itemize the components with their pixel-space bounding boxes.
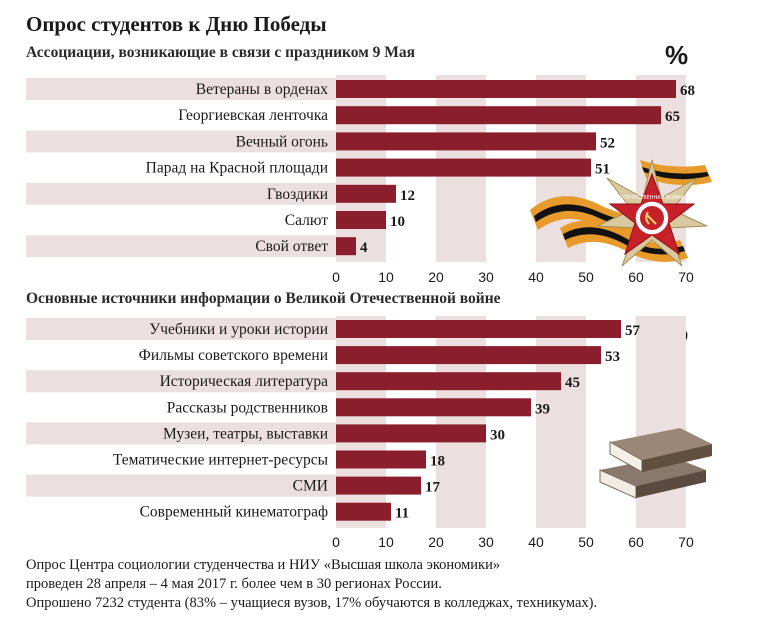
label-band xyxy=(26,422,336,445)
bar xyxy=(336,476,421,495)
x-tick-label: 60 xyxy=(628,269,644,285)
value-label: 53 xyxy=(605,349,620,365)
value-label: 30 xyxy=(490,427,505,443)
bar xyxy=(336,158,591,177)
value-label: 68 xyxy=(680,83,695,99)
stack-of-books-icon xyxy=(599,428,712,499)
value-label: 11 xyxy=(395,506,409,522)
category-label: Ветераны в орденах xyxy=(196,81,329,98)
bar xyxy=(336,372,561,391)
page-title: Опрос студентов к Дню Победы xyxy=(26,12,327,36)
bar xyxy=(336,237,356,256)
x-tick-label: 20 xyxy=(428,534,444,550)
category-label: Учебники и уроки истории xyxy=(149,321,328,338)
x-tick-label: 70 xyxy=(678,269,694,285)
value-label: 65 xyxy=(665,109,680,125)
source-note-line-1: Опрос Центра социологии студенчества и Н… xyxy=(26,557,501,573)
category-label: Рассказы родственников xyxy=(167,399,328,416)
x-tick-label: 0 xyxy=(332,269,340,285)
x-tick-label: 70 xyxy=(678,534,694,550)
label-band xyxy=(26,130,336,153)
value-label: 17 xyxy=(425,480,441,496)
x-tick-label: 50 xyxy=(578,269,594,285)
value-label: 51 xyxy=(595,162,610,178)
value-label: 57 xyxy=(625,323,641,339)
bar xyxy=(336,132,596,151)
category-label: Салют xyxy=(285,212,328,229)
x-tick-label: 30 xyxy=(478,269,494,285)
bar xyxy=(336,106,661,125)
chart-1-associations: Ветераны в орденах 68 Георгиевская ленточк… xyxy=(26,75,695,285)
label-band xyxy=(26,235,336,258)
label-band xyxy=(26,78,336,100)
medal-text: ОТЕЧЕСТВЕННАЯ ВОЙНА xyxy=(620,194,685,201)
category-label: Историческая литература xyxy=(160,373,329,390)
category-label: Тематические интернет-ресурсы xyxy=(113,452,329,469)
x-tick-label: 10 xyxy=(378,269,394,285)
label-band xyxy=(26,182,336,205)
label-band xyxy=(26,370,336,393)
category-label: Вечный огонь xyxy=(236,133,328,150)
category-label: Гвоздики xyxy=(267,186,328,203)
x-tick-label: 10 xyxy=(378,534,394,550)
source-note: Опрос Центра социологии студенчества и Н… xyxy=(26,556,597,613)
value-label: 4 xyxy=(360,240,368,256)
chart-2-title: Основные источники информации о Великой … xyxy=(26,290,501,307)
value-label: 18 xyxy=(430,454,445,470)
chart-1-title: Ассоциации, возникающие в связи с праздн… xyxy=(26,44,416,61)
x-tick-label: 20 xyxy=(428,269,444,285)
source-note-line-2: проведен 28 апреля – 4 мая 2017 г. более… xyxy=(26,576,442,592)
x-tick-label: 40 xyxy=(528,534,544,550)
chart-1-unit: % xyxy=(665,40,689,70)
category-label: Современный кинематограф xyxy=(140,504,328,521)
value-label: 52 xyxy=(600,135,615,151)
bar xyxy=(336,320,621,338)
bar xyxy=(336,346,601,365)
bar xyxy=(336,502,391,521)
category-label: Георгиевская ленточка xyxy=(178,107,328,124)
x-tick-label: 60 xyxy=(628,534,644,550)
category-label: СМИ xyxy=(293,478,328,495)
order-of-patriotic-war-icon: ОТЕЧЕСТВЕННАЯ ВОЙНА xyxy=(530,159,712,267)
x-tick-label: 40 xyxy=(528,269,544,285)
bar xyxy=(336,424,486,443)
value-label: 10 xyxy=(390,214,405,230)
label-band xyxy=(26,474,336,497)
value-label: 39 xyxy=(535,401,550,417)
category-label: Фильмы советского времени xyxy=(139,347,328,364)
bar xyxy=(336,398,531,417)
x-tick-label: 30 xyxy=(478,534,494,550)
x-tick-label: 50 xyxy=(578,534,594,550)
category-label: Свой ответ xyxy=(255,238,328,255)
bar xyxy=(336,80,676,98)
category-label: Парад на Красной площади xyxy=(146,160,328,177)
value-label: 12 xyxy=(400,188,415,204)
chart-2-info-sources: Учебники и уроки истории 57 Фильмы советск… xyxy=(26,316,694,550)
bar xyxy=(336,211,386,229)
label-band xyxy=(26,318,336,340)
source-note-line-3: Опрошено 7232 студента (83% – учащиеся в… xyxy=(26,595,598,611)
bar xyxy=(336,184,396,203)
category-label: Музеи, театры, выставки xyxy=(163,425,328,442)
x-tick-label: 0 xyxy=(332,534,340,550)
value-label: 45 xyxy=(565,375,580,391)
bar xyxy=(336,450,426,469)
st-george-ribbon-icon xyxy=(530,160,712,262)
